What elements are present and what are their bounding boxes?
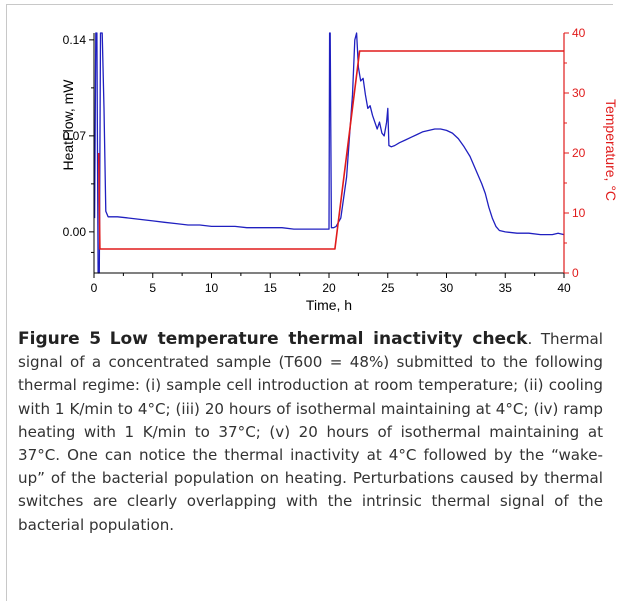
x-tick-label: 30 bbox=[440, 281, 454, 295]
y-axis-right-label: Temperature, °C bbox=[603, 99, 619, 201]
plot-area bbox=[95, 33, 564, 273]
figure-title: Low temperature thermal inactivity check bbox=[110, 329, 528, 349]
x-tick-label: 20 bbox=[322, 281, 336, 295]
y-left-tick-label: 0.00 bbox=[63, 225, 87, 239]
x-tick-label: 5 bbox=[149, 281, 156, 295]
x-tick-label: 35 bbox=[499, 281, 513, 295]
y-right-tick-label: 20 bbox=[572, 146, 586, 160]
x-tick-label: 15 bbox=[264, 281, 278, 295]
y-right-tick-label: 30 bbox=[572, 86, 586, 100]
y-right-tick-label: 0 bbox=[572, 266, 579, 280]
y-right-tick-label: 40 bbox=[572, 26, 586, 40]
x-tick-label: 10 bbox=[205, 281, 219, 295]
figure-caption: Figure 5 Low temperature thermal inactiv… bbox=[18, 328, 603, 537]
x-tick-label: 0 bbox=[91, 281, 98, 295]
y-axis-left-label: HeatFlow, mW bbox=[60, 79, 76, 171]
caption-body: . Thermal signal of a concentrated sampl… bbox=[18, 330, 603, 534]
x-tick-label: 25 bbox=[381, 281, 395, 295]
heatflow-series-line bbox=[95, 33, 564, 273]
y-right-tick-label: 10 bbox=[572, 206, 586, 220]
x-tick-label: 40 bbox=[557, 281, 571, 295]
x-axis-label: Time, h bbox=[306, 297, 352, 313]
figure-label: Figure 5 bbox=[18, 329, 101, 349]
y-left-tick-label: 0.14 bbox=[63, 33, 87, 47]
